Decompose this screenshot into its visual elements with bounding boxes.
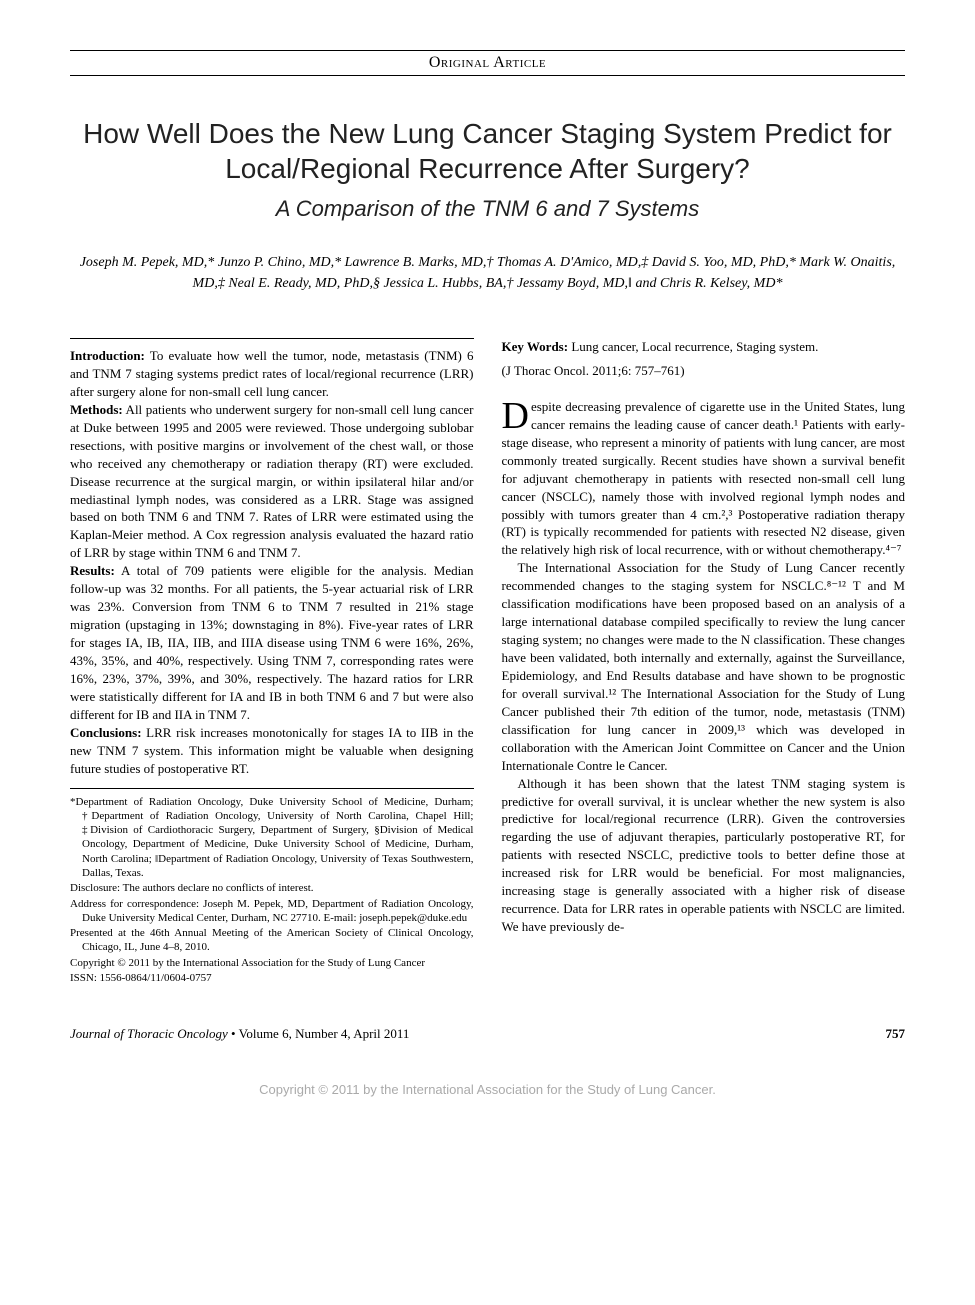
- right-column: Key Words: Lung cancer, Local recurrence…: [502, 338, 906, 986]
- page-copyright: Copyright © 2011 by the International As…: [70, 1082, 905, 1097]
- footnote-copyright: Copyright © 2011 by the International As…: [70, 956, 474, 970]
- body-para-3: Although it has been shown that the late…: [502, 775, 906, 936]
- article-header: Original Article How Well Does the New L…: [70, 50, 905, 294]
- conclusions-label: Conclusions:: [70, 725, 142, 740]
- keywords: Key Words: Lung cancer, Local recurrence…: [502, 338, 906, 356]
- authors-list: Joseph M. Pepek, MD,* Junzo P. Chino, MD…: [70, 252, 905, 294]
- keywords-text: Lung cancer, Local recurrence, Staging s…: [568, 339, 818, 354]
- abstract-introduction: Introduction: To evaluate how well the t…: [70, 347, 474, 401]
- affiliations: *Department of Radiation Oncology, Duke …: [70, 795, 474, 881]
- body-para-1: Despite decreasing prevalence of cigaret…: [502, 398, 906, 559]
- issue-info: • Volume 6, Number 4, April 2011: [228, 1026, 410, 1041]
- dropcap: D: [502, 398, 531, 432]
- body-para-2: The International Association for the St…: [502, 559, 906, 774]
- presented: Presented at the 46th Annual Meeting of …: [70, 926, 474, 955]
- section-label-text: Original Article: [429, 54, 546, 71]
- page-number: 757: [886, 1026, 906, 1042]
- footer-left: Journal of Thoracic Oncology • Volume 6,…: [70, 1026, 409, 1042]
- disclosure: Disclosure: The authors declare no confl…: [70, 881, 474, 895]
- abstract-methods: Methods: All patients who underwent surg…: [70, 401, 474, 562]
- methods-text: All patients who underwent surgery for n…: [70, 402, 474, 561]
- citation: (J Thorac Oncol. 2011;6: 757–761): [502, 362, 906, 380]
- results-label: Results:: [70, 563, 115, 578]
- two-column-body: Introduction: To evaluate how well the t…: [70, 338, 905, 986]
- correspondence: Address for correspondence: Joseph M. Pe…: [70, 897, 474, 926]
- keywords-label: Key Words:: [502, 339, 569, 354]
- rule-top: [70, 338, 474, 339]
- page-footer: Journal of Thoracic Oncology • Volume 6,…: [70, 1026, 905, 1042]
- journal-name: Journal of Thoracic Oncology: [70, 1026, 228, 1041]
- left-column: Introduction: To evaluate how well the t…: [70, 338, 474, 986]
- footnotes: *Department of Radiation Oncology, Duke …: [70, 788, 474, 986]
- para1-text: espite decreasing prevalence of cigarett…: [502, 399, 906, 558]
- abstract-conclusions: Conclusions: LRR risk increases monotoni…: [70, 724, 474, 778]
- intro-label: Introduction:: [70, 348, 145, 363]
- abstract-results: Results: A total of 709 patients were el…: [70, 562, 474, 723]
- results-text: A total of 709 patients were eligible fo…: [70, 563, 474, 722]
- abstract: Introduction: To evaluate how well the t…: [70, 347, 474, 778]
- article-title: How Well Does the New Lung Cancer Stagin…: [70, 116, 905, 186]
- article-subtitle: A Comparison of the TNM 6 and 7 Systems: [70, 196, 905, 222]
- methods-label: Methods:: [70, 402, 123, 417]
- issn: ISSN: 1556-0864/11/0604-0757: [70, 971, 474, 985]
- section-label: Original Article: [70, 50, 905, 76]
